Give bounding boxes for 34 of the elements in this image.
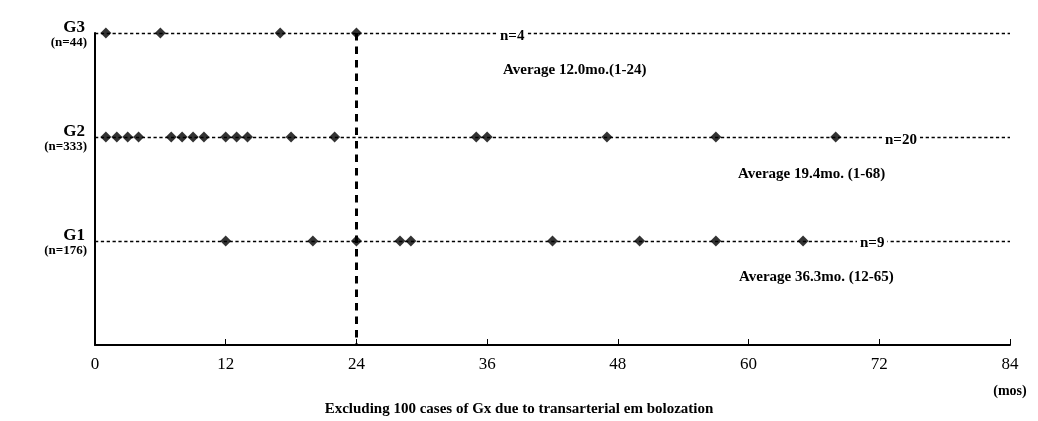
annotation: Excluding 100 cases of Gx due to transarterial em bolozation — [324, 399, 715, 416]
point — [797, 235, 809, 247]
point — [165, 131, 177, 143]
point — [220, 131, 232, 143]
annotation: Average 36.3mo. (12-65) — [739, 267, 894, 285]
point — [394, 235, 406, 247]
x-tick-label: 0 — [90, 354, 100, 373]
annotation: n=4 — [500, 26, 525, 43]
annotation: n=20 — [885, 130, 917, 147]
x-tick-label: 84 — [1001, 354, 1019, 373]
point — [481, 131, 493, 143]
point — [405, 235, 417, 247]
y-tick-label: G2 (n=333) — [44, 121, 87, 153]
annotation: Average 12.0mo.(1-24) — [503, 60, 647, 78]
point — [242, 131, 253, 143]
annotation: Average 19.4mo. (1-68) — [738, 164, 886, 182]
point — [710, 131, 722, 143]
point — [133, 131, 145, 143]
y-tick-label: G3 (n=44) — [50, 17, 87, 49]
point — [220, 235, 232, 247]
x-tick-label: 12 — [217, 354, 235, 373]
point — [634, 235, 646, 247]
annotation: n=9 — [860, 233, 885, 250]
x-tick-label: 48 — [609, 354, 627, 373]
point — [601, 131, 613, 143]
y-tick-label: G1 (n=176) — [44, 225, 87, 257]
x-tick-label: 36 — [478, 354, 496, 373]
x-tick-label: 24 — [347, 354, 366, 373]
point — [329, 131, 341, 143]
point — [285, 131, 297, 143]
x-tick-label: 72 — [870, 354, 888, 373]
x-axis-title: (mos) — [993, 382, 1028, 399]
x-tick-label: 60 — [740, 354, 758, 373]
point — [710, 235, 722, 247]
